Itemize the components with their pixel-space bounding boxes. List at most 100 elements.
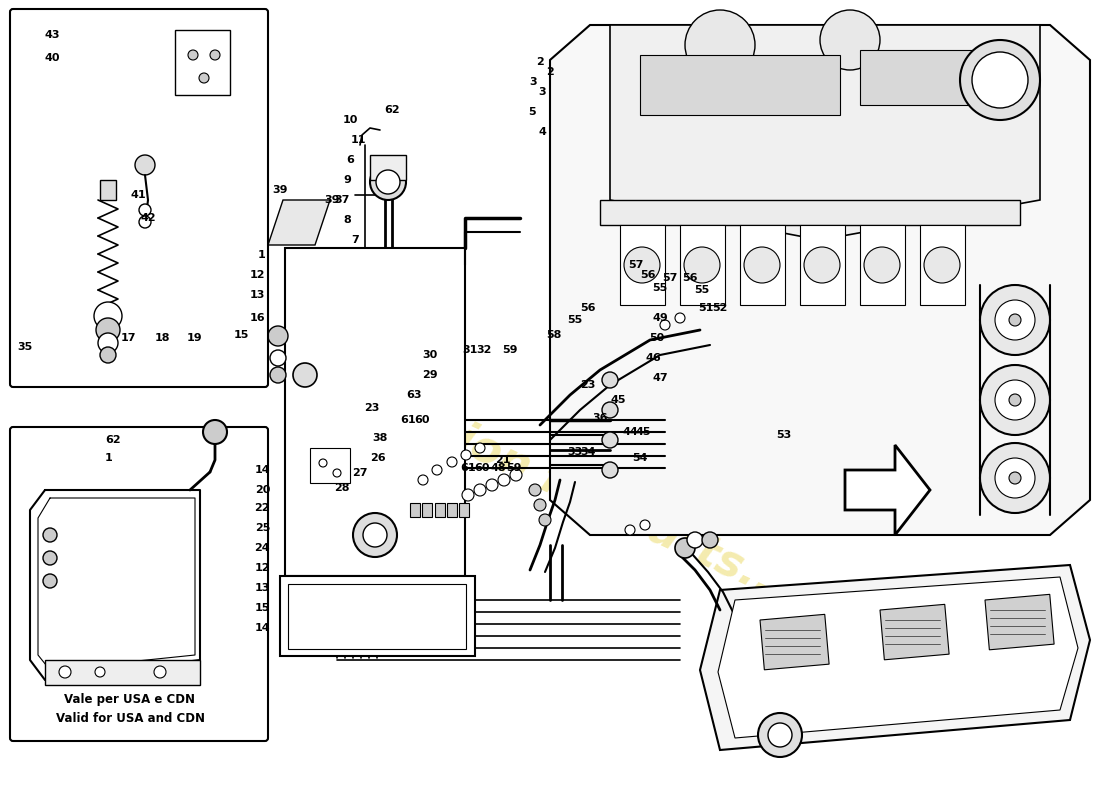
Text: 13: 13 (250, 290, 265, 300)
Circle shape (370, 164, 406, 200)
Text: 50: 50 (649, 333, 664, 343)
Circle shape (462, 489, 474, 501)
Text: 56: 56 (640, 270, 656, 280)
Bar (370, 155, 406, 180)
Text: 14: 14 (254, 623, 270, 633)
Text: 13: 13 (254, 583, 270, 593)
Circle shape (960, 40, 1040, 120)
Text: 59: 59 (503, 345, 518, 355)
Text: 33: 33 (568, 447, 583, 457)
Circle shape (1009, 314, 1021, 326)
Circle shape (996, 458, 1035, 498)
Text: 14: 14 (254, 465, 270, 475)
Text: 9: 9 (343, 175, 351, 185)
Bar (860, 225, 905, 305)
Text: 57: 57 (662, 273, 678, 283)
Circle shape (461, 450, 471, 460)
Circle shape (96, 318, 120, 342)
Circle shape (363, 523, 387, 547)
Circle shape (602, 372, 618, 388)
Bar (434, 503, 446, 517)
Bar (920, 225, 965, 305)
Text: 3: 3 (529, 77, 537, 87)
Circle shape (475, 443, 485, 453)
Text: 46: 46 (645, 353, 661, 363)
Text: 7: 7 (351, 235, 359, 245)
Text: 12: 12 (254, 563, 270, 573)
Text: 63: 63 (406, 390, 421, 400)
Circle shape (602, 402, 618, 418)
Circle shape (498, 474, 510, 486)
Text: 54: 54 (632, 453, 648, 463)
Text: 51: 51 (698, 303, 714, 313)
Text: 39: 39 (273, 185, 288, 195)
Text: 36: 36 (592, 413, 607, 423)
Text: 12: 12 (250, 270, 265, 280)
Circle shape (1009, 394, 1021, 406)
Text: 23: 23 (364, 403, 380, 413)
Circle shape (924, 247, 960, 283)
Circle shape (675, 313, 685, 323)
Text: 30: 30 (422, 350, 438, 360)
FancyBboxPatch shape (10, 427, 268, 741)
Circle shape (980, 285, 1050, 355)
Circle shape (353, 513, 397, 557)
Bar (447, 503, 456, 517)
Text: 6: 6 (346, 155, 354, 165)
Bar (175, 30, 230, 95)
Bar (600, 200, 1020, 225)
Bar (880, 604, 949, 660)
Circle shape (95, 667, 104, 677)
Circle shape (702, 532, 718, 548)
Circle shape (94, 302, 122, 330)
Text: 1: 1 (104, 453, 112, 463)
Circle shape (602, 462, 618, 478)
Text: 2: 2 (546, 67, 554, 77)
Text: 27: 27 (352, 468, 367, 478)
Circle shape (43, 528, 57, 542)
Text: 57: 57 (628, 260, 643, 270)
Text: 44: 44 (623, 427, 638, 437)
Circle shape (996, 300, 1035, 340)
Circle shape (486, 479, 498, 491)
Polygon shape (700, 565, 1090, 750)
Circle shape (625, 525, 635, 535)
Bar (860, 50, 1010, 105)
Bar (45, 660, 200, 685)
Circle shape (43, 551, 57, 565)
Text: 28: 28 (334, 483, 350, 493)
Circle shape (474, 484, 486, 496)
Text: 8: 8 (343, 215, 351, 225)
Text: 21: 21 (495, 455, 510, 465)
Polygon shape (550, 25, 1090, 535)
Text: 55: 55 (568, 315, 583, 325)
Circle shape (139, 216, 151, 228)
Text: a passion for parts...: a passion for parts... (304, 350, 796, 610)
Circle shape (154, 666, 166, 678)
Text: 45: 45 (636, 427, 651, 437)
Circle shape (980, 365, 1050, 435)
Text: 55: 55 (694, 285, 710, 295)
Text: 25: 25 (254, 523, 270, 533)
Bar (410, 503, 420, 517)
Circle shape (685, 10, 755, 80)
Circle shape (688, 532, 703, 548)
Circle shape (972, 52, 1028, 108)
Text: 60: 60 (415, 415, 430, 425)
Text: 53: 53 (777, 430, 792, 440)
Bar (680, 225, 725, 305)
Circle shape (980, 443, 1050, 513)
Bar (280, 576, 475, 656)
Circle shape (135, 155, 155, 175)
Text: 15: 15 (254, 603, 270, 613)
Text: 24: 24 (254, 543, 270, 553)
Text: 22: 22 (254, 503, 270, 513)
Circle shape (376, 170, 400, 194)
Text: 3: 3 (538, 87, 546, 97)
Circle shape (675, 538, 695, 558)
Text: 61: 61 (460, 463, 476, 473)
Text: 48: 48 (491, 463, 506, 473)
Text: 39: 39 (324, 195, 340, 205)
Circle shape (996, 380, 1035, 420)
Text: 2: 2 (536, 57, 543, 67)
